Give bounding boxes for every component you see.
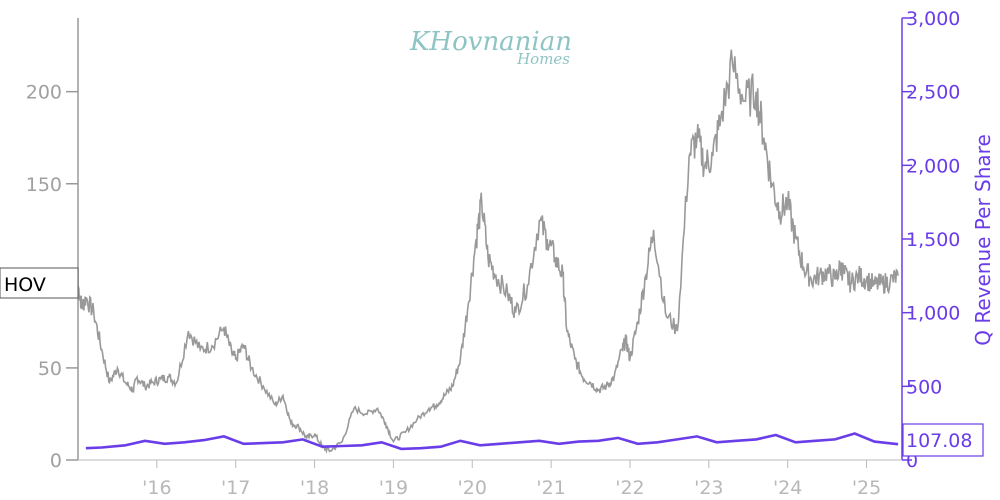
x-tick-label: '20 <box>458 477 487 499</box>
right-tick-label: 3,000 <box>906 8 960 30</box>
x-tick-label: '16 <box>142 477 171 499</box>
left-tick-label: 200 <box>26 82 62 104</box>
right-tick-label: 2,000 <box>906 155 960 177</box>
x-tick-label: '23 <box>694 477 723 499</box>
x-tick-label: '24 <box>773 477 802 499</box>
logo-text: KHovnanian <box>409 27 572 57</box>
left-tick-label: 150 <box>26 174 62 196</box>
right-tick-label: 500 <box>906 376 942 398</box>
x-tick-label: '21 <box>536 477 565 499</box>
x-tick-label: '17 <box>221 477 250 499</box>
left-tick-label: 0 <box>50 450 62 472</box>
last-value-label: 107.08 <box>906 430 972 452</box>
right-axis-label: Q Revenue Per Share <box>971 134 995 346</box>
revenue-series-line <box>85 432 899 451</box>
x-axis-ticks: '16 '17 '18 '19 '20 '21 '22 '23 '24 '25 <box>142 460 881 499</box>
price-series-line <box>77 49 899 454</box>
company-logo: KHovnanian Homes <box>409 27 572 68</box>
x-tick-label: '19 <box>379 477 408 499</box>
x-tick-label: '25 <box>852 477 881 499</box>
ticker-badge: HOV <box>0 267 79 299</box>
ticker-label: HOV <box>4 274 46 296</box>
right-tick-label: 1,500 <box>906 229 960 251</box>
right-tick-label: 2,500 <box>906 82 960 104</box>
x-tick-label: '22 <box>615 477 644 499</box>
left-axis-ticks: 0 50 150 200 <box>26 82 78 472</box>
left-tick-label: 50 <box>38 358 62 380</box>
last-value-badge: 107.08 <box>902 423 984 457</box>
revenue-points <box>85 433 899 449</box>
x-tick-label: '18 <box>300 477 329 499</box>
right-tick-label: 1,000 <box>906 303 960 325</box>
logo-subtext: Homes <box>516 50 570 68</box>
